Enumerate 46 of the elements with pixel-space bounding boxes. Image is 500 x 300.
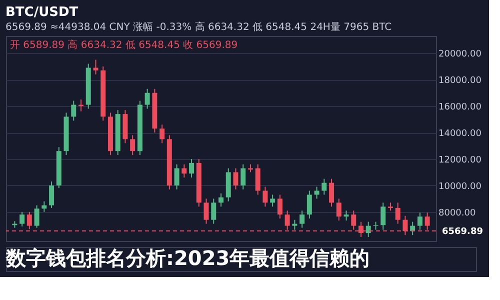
candlestick [189,158,194,178]
candlestick [42,200,47,212]
candlestick [255,164,260,196]
candlestick [336,198,342,221]
candlestick [204,198,209,224]
chart-title: BTC/USDT [6,5,78,20]
annotation: 开 6589.89 高 6634.32 低 6548.45 收 6569.89 [10,39,238,51]
candlestick [306,190,312,220]
candlestick [233,168,238,190]
candlestick [380,202,386,230]
candlestick [322,178,327,196]
y-tick-label: 12000.00 [438,156,482,166]
candlestick [329,178,334,208]
candlestick [144,88,150,110]
candlestick [93,59,98,75]
y-tick-label: 20000.00 [438,50,482,60]
candlestick [277,194,282,220]
candlestick [71,100,76,122]
candlestick [417,212,422,230]
y-tick-label: 16000.00 [438,102,482,113]
candlestick [262,186,268,208]
candlestick [211,198,216,224]
candlestick [314,186,320,200]
candlestick [218,192,224,208]
ref-line-label: 6569.89 [442,226,483,237]
candlestick [270,194,276,208]
candlestick [174,164,180,190]
y-tick-label: 8000.00 [438,208,476,218]
candlestick [182,164,187,178]
y-tick-label: 14000.00 [438,129,482,140]
candlestick [344,210,349,221]
candlestick [160,124,165,144]
text: 数字钱包排名分析:2023年最值得信赖的 [5,246,370,270]
candlestick [240,164,246,190]
candlestick [49,180,54,208]
candlestick [395,202,400,224]
candlestick [366,221,371,238]
chart-subtitle: 6569.89 ≈44938.04 CNY 涨幅 -0.33% 高 6634.32 低 6548.45 24H量 7965 BTC [6,21,392,33]
y-tick-label: 10000.00 [438,182,482,192]
candlestick [351,210,356,230]
candlestick [292,219,298,230]
candlestick [300,210,305,228]
candlestick [130,134,136,156]
candlestick [34,204,40,228]
candlestick [20,211,25,227]
y-tick-label: 18000.00 [438,76,482,86]
